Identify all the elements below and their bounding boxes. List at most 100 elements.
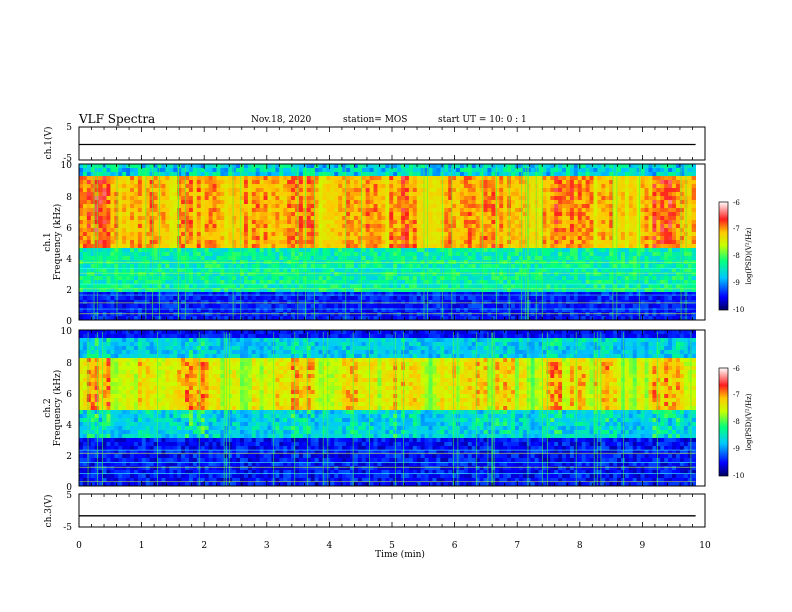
spectrogram-cell <box>122 308 127 313</box>
spectrogram-cell <box>408 176 414 181</box>
spectrogram-cell <box>456 236 461 241</box>
spectrogram-cell <box>314 188 319 193</box>
spectrogram-cell <box>153 296 158 301</box>
spectrogram-cell <box>534 264 539 269</box>
spectrogram-cell <box>126 300 131 305</box>
spectrogram-cell <box>169 240 174 245</box>
spectrogram-cell <box>216 176 221 181</box>
spectrogram-cell <box>291 180 296 185</box>
spectrogram-cell <box>102 204 107 209</box>
spectrogram-cell <box>487 164 492 169</box>
spectrogram-cell <box>122 264 127 269</box>
spectrogram-cell <box>377 192 382 197</box>
spectrogram-cell <box>185 264 190 269</box>
spectrogram-cell <box>240 236 245 241</box>
spectrogram-cell <box>82 292 88 297</box>
spectrogram-cell <box>349 204 355 209</box>
spectrogram-cell <box>255 312 261 317</box>
spectrogram-cell <box>130 220 135 225</box>
spectrogram-cell <box>161 188 166 193</box>
spectrogram-cell <box>224 220 229 225</box>
spectrogram-cell <box>188 304 194 309</box>
spectrogram-cell <box>463 304 469 309</box>
spectrogram-cell <box>177 172 182 177</box>
spectrogram-cell <box>334 232 339 237</box>
spectrogram-cell <box>436 204 441 209</box>
spectrogram-cell <box>283 200 288 205</box>
spectrogram-cell <box>487 240 492 245</box>
spectrogram-cell <box>212 288 217 293</box>
spectrogram-cell <box>255 204 261 209</box>
spectrogram-cell <box>271 280 276 285</box>
spectrogram-cell <box>306 184 312 189</box>
spectrogram-cell <box>404 204 410 209</box>
spectrogram-cell <box>291 276 296 281</box>
spectrogram-cell <box>322 164 327 169</box>
spectrogram-cell <box>448 224 453 229</box>
spectrogram-cell <box>141 188 147 193</box>
spectrogram-cell <box>534 196 539 201</box>
spectrogram-cell <box>114 264 119 269</box>
spectrogram-cell <box>314 172 319 177</box>
spectrogram-cell <box>385 264 390 269</box>
spectrogram-cell <box>224 184 229 189</box>
spectrogram-cell <box>110 300 115 305</box>
spectrogram-cell <box>114 268 119 273</box>
spectrogram-cell <box>122 220 127 225</box>
spectrogram-cell <box>279 256 284 261</box>
spectrogram-cell <box>243 264 249 269</box>
spectrogram-cell <box>232 192 237 197</box>
spectrogram-cell <box>408 248 414 253</box>
spectrogram-cell <box>436 236 441 241</box>
spectrogram-cell <box>188 172 194 177</box>
spectrogram-cell <box>330 164 335 169</box>
spectrogram-cell <box>267 228 272 233</box>
spectrogram-cell <box>483 280 488 285</box>
spectrogram-cell <box>330 176 335 181</box>
spectrogram-cell <box>471 308 477 313</box>
spectrogram-cell <box>432 224 437 229</box>
spectrogram-cell <box>558 280 563 285</box>
spectrogram-cell <box>247 304 253 309</box>
spectrogram-cell <box>416 224 422 229</box>
spectrogram-cell <box>220 296 225 301</box>
spectrogram-cell <box>369 180 374 185</box>
spectrogram-cell <box>456 196 461 201</box>
spectrogram-cell <box>122 204 127 209</box>
spectrogram-cell <box>220 312 225 317</box>
spectrogram-cell <box>169 272 174 277</box>
spectrogram-cell <box>487 168 492 173</box>
spectrogram-cell <box>302 180 308 185</box>
spectrogram-cell <box>204 252 210 257</box>
spectrogram-cell <box>137 296 143 301</box>
spectrogram-cell <box>302 268 308 273</box>
spectrogram-cell <box>224 312 229 317</box>
spectrogram-cell <box>79 244 84 249</box>
spectrogram-cell <box>357 304 363 309</box>
spectrogram-cell <box>448 284 453 289</box>
spectrogram-cell <box>412 276 418 281</box>
spectrogram-cell <box>432 284 437 289</box>
spectrogram-cell <box>98 224 103 229</box>
spectrogram-cell <box>259 264 264 269</box>
spectrogram-cell <box>204 244 210 249</box>
spectrogram-cell <box>444 192 449 197</box>
spectrogram-cell <box>326 228 331 233</box>
spectrogram-cell <box>102 252 107 257</box>
spectrogram-cell <box>452 180 457 185</box>
spectrogram-cell <box>542 168 547 173</box>
spectrogram-cell <box>298 244 304 249</box>
spectrogram-cell <box>349 304 355 309</box>
spectrogram-cell <box>338 196 343 201</box>
spectrogram-cell <box>287 252 292 257</box>
spectrogram-cell <box>310 288 316 293</box>
spectrogram-cell <box>542 276 547 281</box>
spectrogram-cell <box>287 264 292 269</box>
spectrogram-cell <box>188 188 194 193</box>
spectrogram-cell <box>228 180 233 185</box>
spectrogram-cell <box>361 292 367 297</box>
spectrogram-cell <box>408 212 414 217</box>
spectrogram-cell <box>334 272 339 277</box>
spectrogram-cell <box>404 276 410 281</box>
spectrogram-cell <box>118 236 123 241</box>
